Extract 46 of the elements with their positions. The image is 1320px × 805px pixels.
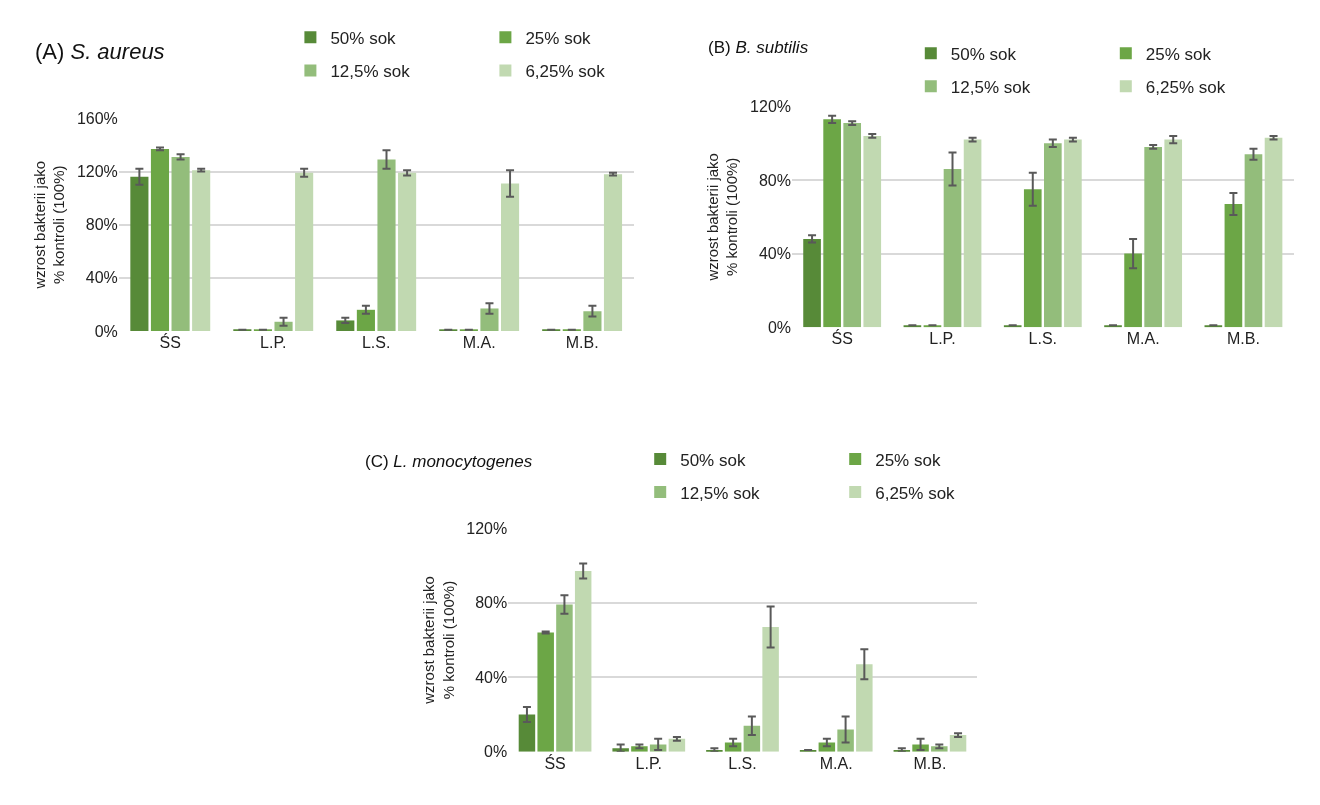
y-tick-label: 0% [94, 322, 118, 340]
y-axis-title: wzrost bakterii jako % kontroli (100%) [703, 153, 741, 282]
x-tick-label: M.B. [565, 334, 599, 352]
legend-label: 25% sok [875, 450, 941, 470]
y-tick-label: 40% [758, 245, 791, 263]
x-tick-label: L.P. [635, 754, 662, 772]
x-tick-label: ŚS [544, 753, 566, 772]
x-tick-label: M.A. [462, 334, 496, 352]
chart-title: (B) B. subtilis [708, 38, 809, 57]
legend-label: 25% sok [1145, 44, 1212, 64]
legend-label: 6,25% sok [525, 62, 606, 82]
y-tick-label: 80% [758, 171, 791, 189]
y-tick-label: 80% [475, 594, 508, 612]
legend-label: 50% sok [680, 450, 746, 470]
x-tick-label: L.S. [728, 754, 757, 772]
y-tick-label: 120% [76, 163, 118, 181]
legend-label: 12,5% sok [950, 77, 1031, 97]
y-tick-label: 40% [85, 269, 118, 287]
y-tick-label: 120% [466, 519, 508, 537]
legend-label: 50% sok [330, 29, 397, 48]
legend-label: 12,5% sok [330, 62, 411, 82]
x-tick-label: M.A. [819, 754, 853, 772]
x-tick-label: L.S. [1028, 330, 1058, 348]
y-tick-label: 80% [85, 216, 118, 234]
x-tick-label: L.P. [260, 334, 287, 352]
x-tick-label: ŚS [831, 329, 853, 348]
legend-label: 50% sok [950, 44, 1017, 64]
y-tick-label: 120% [750, 98, 791, 116]
y-tick-label: 160% [76, 109, 118, 127]
legend-label: 6,25% sok [875, 483, 956, 503]
legend-label: 12,5% sok [680, 483, 761, 503]
y-tick-label: 0% [767, 318, 791, 336]
x-tick-label: M.B. [913, 754, 947, 772]
x-tick-label: L.P. [929, 330, 956, 348]
x-tick-label: ŚS [159, 333, 181, 352]
x-tick-label: M.A. [1126, 330, 1160, 348]
chart-title: (A) S. aureus [35, 39, 165, 64]
chart-title: (C) L. monocytogenes [365, 452, 533, 471]
x-tick-label: L.S. [361, 334, 391, 352]
legend-label: 25% sok [525, 29, 592, 48]
y-axis-title: wzrost bakterii jako % kontroli (100%) [420, 576, 457, 705]
legend-label: 6,25% sok [1145, 77, 1226, 97]
x-tick-label: M.B. [1226, 330, 1260, 348]
y-tick-label: 0% [484, 743, 508, 761]
y-tick-label: 40% [475, 668, 508, 686]
y-axis-title: wzrost bakterii jako % kontroli (100%) [30, 160, 68, 290]
